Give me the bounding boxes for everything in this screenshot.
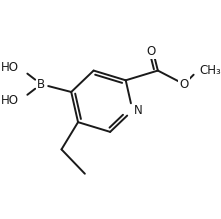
Text: B: B	[37, 78, 45, 91]
Text: HO: HO	[1, 61, 19, 74]
Text: O: O	[146, 45, 156, 58]
Text: O: O	[179, 78, 189, 91]
Text: N: N	[134, 104, 143, 117]
Text: CH₃: CH₃	[199, 64, 221, 77]
Text: HO: HO	[1, 94, 19, 107]
